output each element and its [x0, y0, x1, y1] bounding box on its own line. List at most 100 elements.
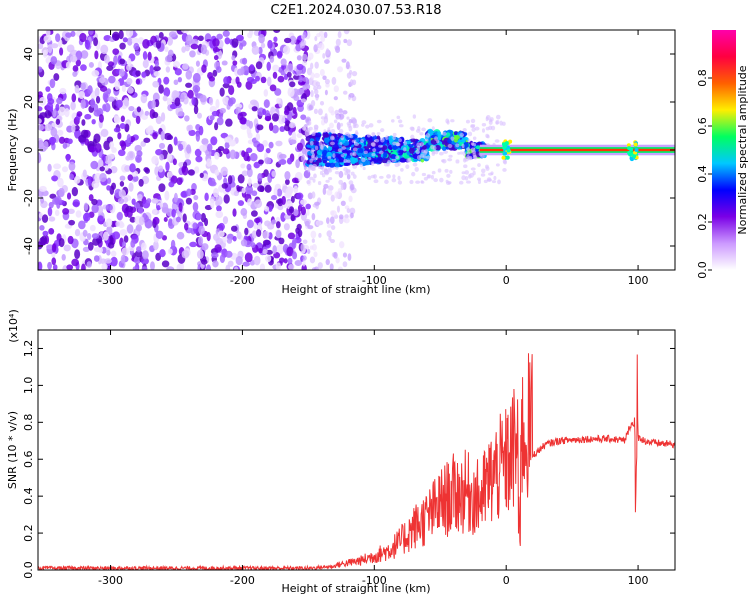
noise-cell — [212, 69, 218, 77]
noise-cell — [237, 174, 245, 184]
snr-y-label: SNR (10 * v/v) — [6, 411, 19, 489]
signal-halo-cell — [361, 123, 365, 127]
signal-halo-cell — [322, 167, 326, 173]
noise-cell — [255, 61, 263, 70]
noise-cell — [43, 140, 49, 150]
noise-cell — [298, 75, 304, 83]
signal-halo-cell — [395, 155, 400, 160]
noise-cell — [286, 157, 293, 165]
noise-cell — [94, 142, 102, 153]
noise-cell — [326, 189, 333, 196]
noise-cell — [296, 132, 303, 139]
signal-halo-cell — [441, 158, 447, 164]
noise-cell — [207, 143, 213, 152]
signal-cell — [327, 145, 333, 151]
noise-cell — [109, 141, 115, 150]
noise-cell — [300, 98, 307, 103]
signal-halo-cell — [421, 172, 427, 177]
noise-cell — [213, 188, 219, 198]
noise-cell — [78, 220, 86, 230]
y-tick-label: 0.6 — [22, 450, 35, 468]
noise-cell — [156, 204, 161, 211]
noise-cell — [94, 50, 99, 60]
signal-halo-cell — [434, 150, 439, 155]
noise-cell — [161, 202, 169, 213]
noise-cell — [263, 99, 270, 109]
noise-cell — [264, 157, 272, 165]
noise-cell — [311, 213, 316, 221]
signal-cell — [399, 157, 407, 163]
signal-halo-cell — [427, 118, 433, 123]
noise-cell — [131, 198, 136, 205]
noise-cell — [264, 205, 270, 212]
signal-halo-cell — [446, 120, 450, 125]
noise-cell — [126, 133, 132, 144]
noise-cell — [126, 224, 134, 234]
noise-cell — [235, 76, 240, 85]
signal-halo-cell — [416, 155, 422, 160]
noise-cell — [38, 118, 42, 124]
noise-cell — [107, 61, 115, 67]
signal-halo-cell — [396, 115, 401, 120]
signal-halo-cell — [350, 171, 355, 176]
signal-halo-cell — [480, 154, 485, 159]
noise-cell — [273, 36, 278, 43]
signal-halo-cell — [370, 142, 375, 147]
noise-cell — [302, 126, 307, 131]
noise-cell — [241, 57, 248, 65]
noise-cell — [239, 42, 244, 50]
signal-halo-cell — [327, 168, 333, 173]
noise-cell — [300, 243, 305, 252]
noise-cell — [204, 192, 209, 202]
noise-cell — [236, 231, 242, 240]
noise-cell — [305, 203, 311, 210]
noise-cell — [46, 244, 54, 250]
spectrogram-x-label: Height of straight line (km) — [281, 283, 430, 296]
noise-cell — [216, 205, 222, 212]
colorbar-gradient — [712, 30, 736, 270]
snr-plot-area — [38, 353, 675, 570]
noise-cell — [301, 60, 308, 66]
noise-cell — [166, 134, 174, 141]
noise-cell — [280, 64, 287, 70]
x-tick-label: -200 — [230, 274, 255, 287]
signal-halo-cell — [425, 133, 431, 138]
signal-halo-cell — [481, 168, 486, 174]
signal-cell — [409, 147, 415, 154]
noise-cell — [151, 198, 159, 204]
noise-cell — [258, 46, 263, 55]
noise-cell — [329, 216, 335, 225]
signal-halo-cell — [450, 119, 455, 123]
signal-halo-cell — [464, 156, 470, 162]
noise-cell — [342, 252, 348, 258]
signal-halo-cell — [361, 157, 366, 163]
signal-cell — [341, 148, 348, 154]
colorbar-label: Normalized spectral amplitude — [736, 65, 749, 234]
noise-cell — [253, 255, 261, 266]
signal-halo-cell — [359, 163, 364, 168]
noise-cell — [315, 81, 321, 87]
signal-halo-cell — [443, 150, 448, 154]
noise-cell — [244, 227, 249, 236]
signal-halo-cell — [495, 121, 499, 125]
noise-cell — [122, 37, 128, 43]
noise-cell — [81, 263, 86, 270]
signal-halo-cell — [371, 131, 376, 137]
signal-cell — [332, 143, 339, 150]
signal-halo-cell — [361, 120, 367, 125]
noise-cell — [171, 208, 176, 218]
noise-cell — [293, 95, 300, 102]
noise-cell — [340, 182, 345, 191]
noise-cell — [98, 113, 104, 123]
noise-cell — [349, 207, 356, 215]
noise-cell — [84, 39, 91, 50]
noise-cell — [100, 128, 109, 138]
noise-cell — [274, 88, 282, 96]
noise-cell — [254, 217, 261, 224]
signal-halo-cell — [420, 180, 425, 184]
noise-cell — [95, 96, 101, 104]
noise-cell — [81, 119, 86, 126]
noise-cell — [251, 230, 257, 239]
signal-halo-cell — [447, 158, 453, 162]
